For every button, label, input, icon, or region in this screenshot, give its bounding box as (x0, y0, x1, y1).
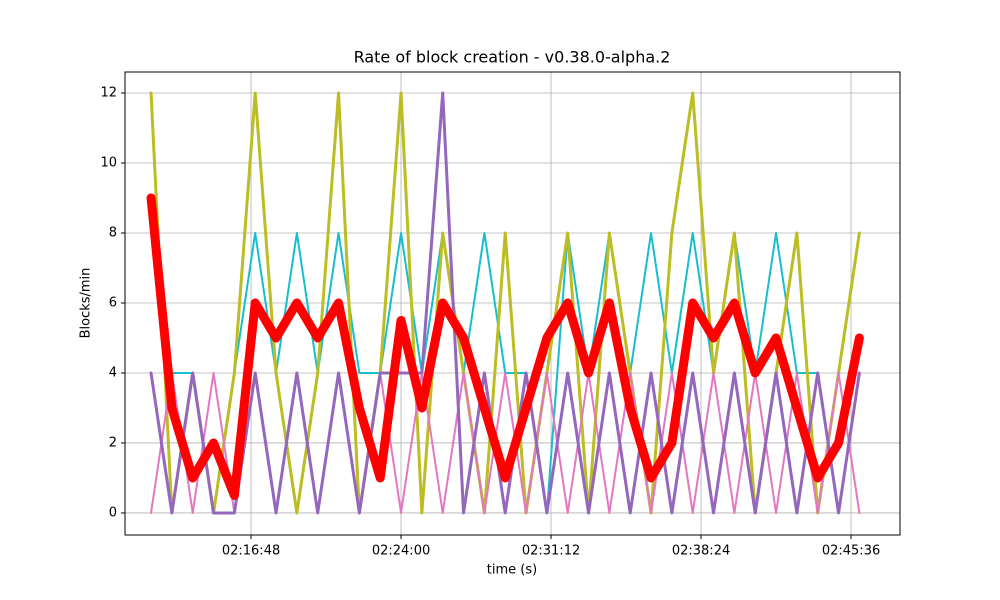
x-tick-label: 02:31:12 (522, 544, 580, 559)
series-line (146, 193, 864, 500)
x-tick-label: 02:16:48 (222, 544, 280, 559)
x-tick-label: 02:45:36 (822, 544, 880, 559)
axes-frame (124, 71, 901, 536)
x-axis-label: time (s) (487, 563, 537, 578)
x-tick-label: 02:24:00 (372, 544, 430, 559)
y-tick-label: 12 (100, 85, 117, 100)
x-tick-label: 02:38:24 (672, 544, 730, 559)
y-tick-label: 10 (100, 155, 117, 170)
chart-title: Rate of block creation - v0.38.0-alpha.2 (354, 48, 671, 67)
y-tick-label: 2 (109, 435, 117, 450)
y-axis-label: Blocks/min (79, 268, 94, 339)
plot-area (125, 72, 900, 535)
y-tick-label: 6 (109, 295, 117, 310)
series-line (149, 91, 861, 515)
y-tick-label: 4 (109, 365, 117, 380)
y-tick-label: 8 (109, 225, 117, 240)
y-tick-label: 0 (109, 505, 117, 520)
